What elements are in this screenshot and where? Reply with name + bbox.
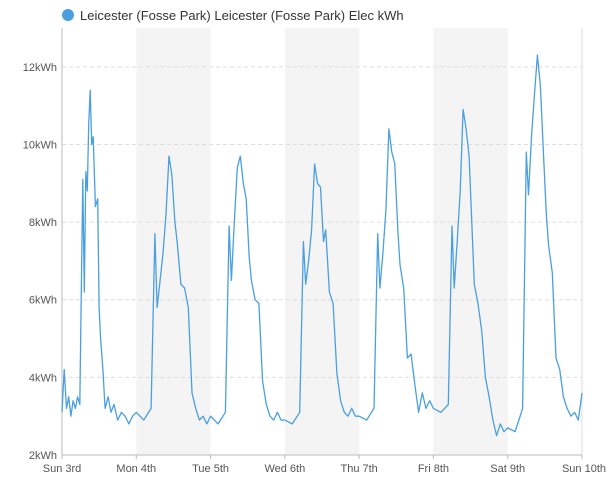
y-tick-label: 6kWh	[29, 295, 57, 307]
y-tick-label: 12kWh	[23, 62, 57, 74]
x-tick-label: Wed 6th	[264, 463, 305, 475]
y-axis-ticks: 2kWh 4kWh 6kWh 8kWh 10kWh 12kWh	[23, 62, 57, 462]
series-layer	[61, 54, 583, 437]
day-bands	[136, 28, 508, 455]
x-tick-label: Fri 8th	[418, 463, 449, 475]
day-band	[284, 28, 360, 455]
x-tick-label: Sun 3rd	[43, 463, 82, 475]
x-tick-label: Tue 5th	[192, 463, 229, 475]
x-tick-label: Sat 9th	[490, 463, 525, 475]
gridlines	[62, 66, 582, 378]
x-tick-label: Sun 10th	[562, 463, 606, 475]
legend-marker-icon	[62, 9, 74, 21]
x-tick-label: Thu 7th	[340, 463, 377, 475]
legend-label: Leicester (Fosse Park) Leicester (Fosse …	[80, 7, 404, 23]
y-tick-label: 2kWh	[29, 450, 57, 462]
x-tick-label: Mon 4th	[116, 463, 156, 475]
y-tick-label: 10kWh	[23, 139, 57, 151]
day-band	[136, 28, 211, 455]
axes	[61, 28, 583, 456]
y-tick-label: 4kWh	[29, 372, 57, 384]
legend[interactable]: Leicester (Fosse Park) Leicester (Fosse …	[62, 6, 404, 24]
y-tick-label: 8kWh	[29, 217, 57, 229]
day-band	[433, 28, 508, 455]
x-axis-ticks: Sun 3rd Mon 4th Tue 5th Wed 6th Thu 7th Fri 8…	[43, 455, 606, 475]
series-line[interactable]	[61, 54, 583, 437]
